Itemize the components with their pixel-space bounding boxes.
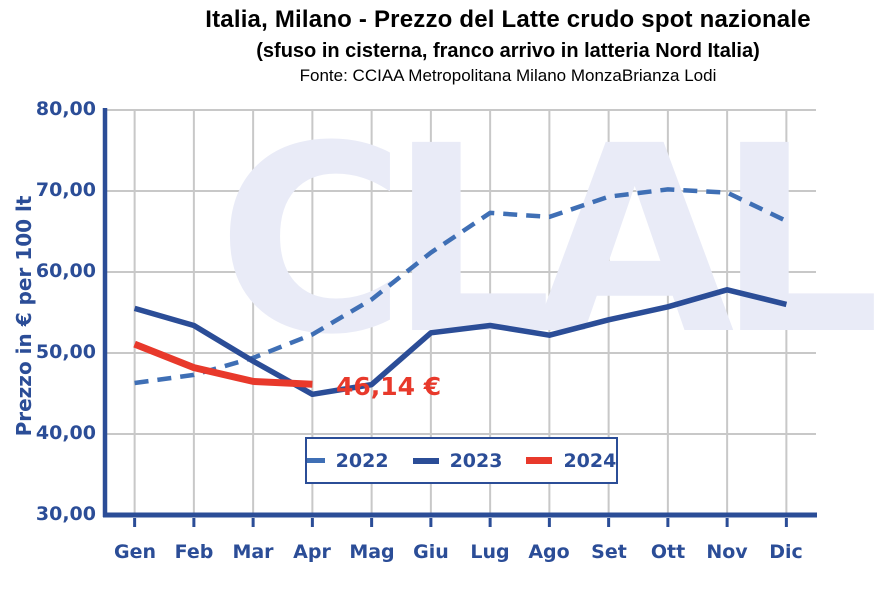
x-tick-label: Gen [113,541,156,563]
x-tick-marks [133,518,788,527]
x-tick-label: Ott [650,541,686,563]
x-tick-label: Giu [413,541,449,563]
x-tick-label: Set [591,541,627,563]
x-tick-label: Apr [293,541,331,563]
x-tick-label: Dic [769,541,803,563]
chart-source: Fonte: CCIAA Metropolitana Milano MonzaB… [299,66,717,85]
legend: 2022 2023 2024 [305,437,618,484]
y-tick-label: 60,00 [35,260,96,282]
legend-swatch-2022-dashed-line-icon [306,458,325,463]
x-tick-label: Feb [174,541,214,563]
chart-header: Italia, Milano - Prezzo del Latte crudo … [134,6,882,86]
gridlines [105,109,816,515]
y-tick-label: 70,00 [35,179,96,201]
legend-swatch-2024-solid-line-icon [526,457,553,464]
legend-item-2024: 2024 [526,450,616,472]
legend-label-2023: 2023 [449,449,503,472]
x-tick-label: Ago [528,541,570,563]
chart-title: Italia, Milano - Prezzo del Latte crudo … [205,6,811,33]
x-tick-label: Nov [706,541,748,563]
x-tick-label: Lug [470,541,510,563]
x-tick-label: Mar [232,541,274,563]
clal-watermark: CLAL [217,91,878,391]
axes [102,108,817,518]
y-axis-title: Prezzo in € per 100 lt [12,195,36,437]
legend-item-2022: 2022 [306,449,389,472]
y-tick-label: 40,00 [35,422,96,444]
legend-label-2022: 2022 [335,449,389,472]
y-tick-label: 30,00 [35,503,96,525]
legend-swatch-2023-solid-line-icon [412,457,439,464]
chart-subtitle: (sfuso in cisterna, franco arrivo in lat… [256,40,760,62]
y-tick-label: 50,00 [35,341,96,363]
series-2024-line [133,340,313,388]
legend-label-2024: 2024 [563,449,617,472]
price-annotation: 46,14 € [336,372,442,401]
series-2023-line [133,287,788,398]
y-tick-label: 80,00 [35,98,96,120]
x-tick-label: Mag [349,541,395,563]
legend-item-2023: 2023 [412,449,503,472]
